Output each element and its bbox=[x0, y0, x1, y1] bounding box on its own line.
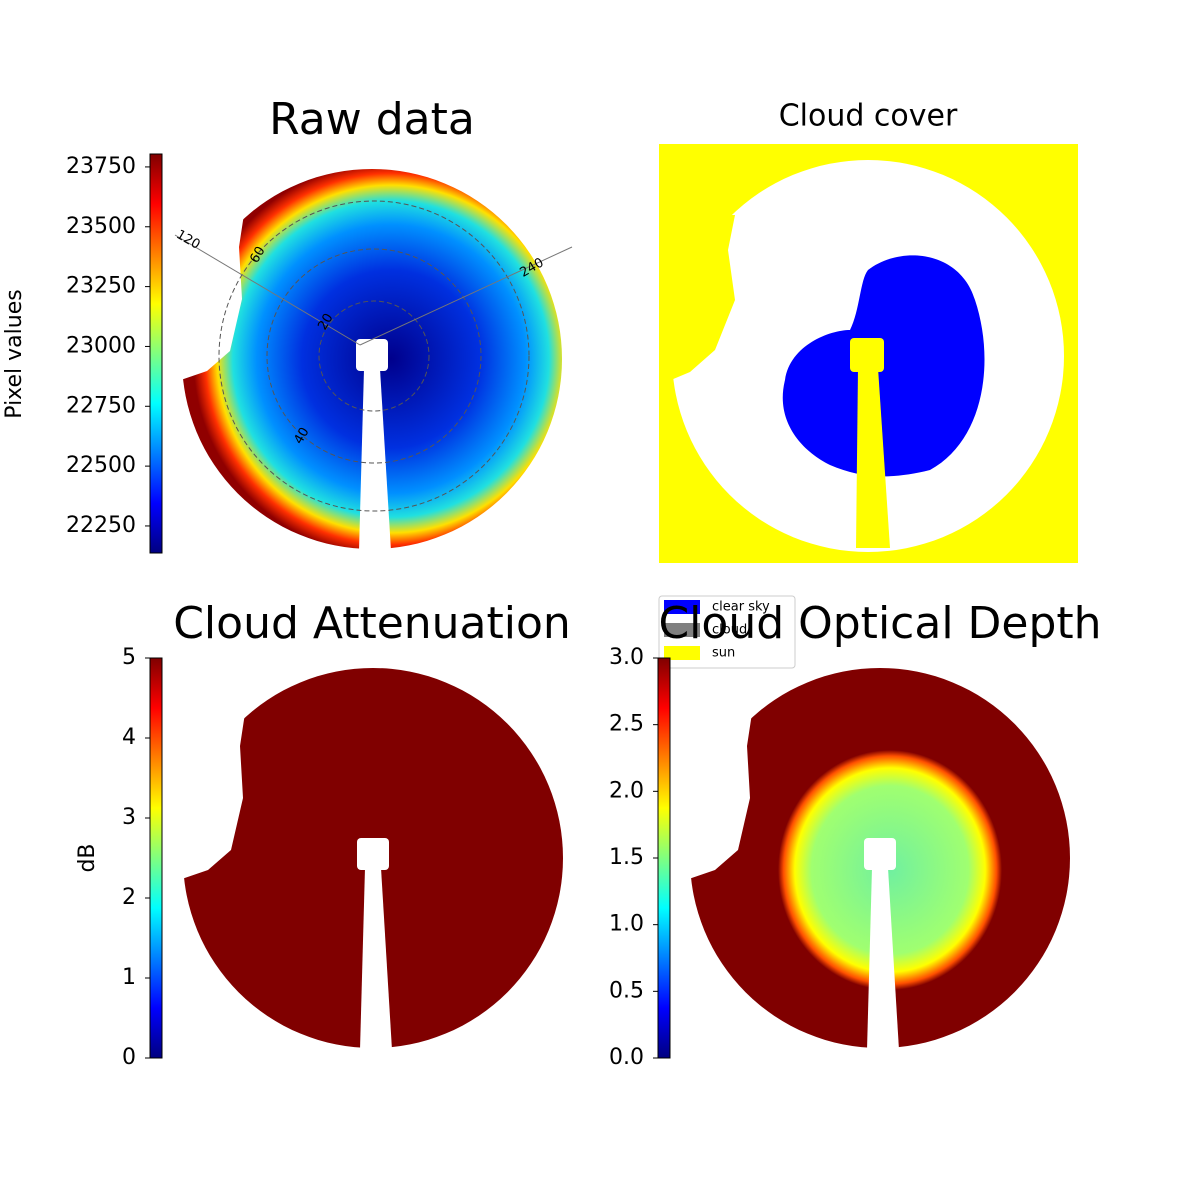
polar-spoke bbox=[359, 246, 573, 346]
polar-grid bbox=[218, 200, 530, 512]
colorbar-tick-label: 4 bbox=[122, 725, 136, 750]
polar-spoke bbox=[174, 234, 361, 346]
colorbar-tick-label: 0 bbox=[122, 1045, 136, 1070]
colorbar-tick-label: 1.5 bbox=[609, 845, 644, 870]
colorbar-tick-label: 0.0 bbox=[609, 1045, 644, 1070]
colorbar bbox=[149, 153, 163, 554]
mask bbox=[864, 838, 896, 870]
colorbar-tick-label: 2.0 bbox=[609, 778, 644, 803]
colorbar-tick-label: 2.5 bbox=[609, 712, 644, 737]
mask bbox=[360, 868, 392, 1050]
colorbar bbox=[149, 657, 163, 1059]
mask bbox=[359, 369, 391, 551]
mask bbox=[357, 838, 389, 870]
colorbar-tick-label: 3 bbox=[122, 805, 136, 830]
colorbar-label: Pixel values bbox=[2, 289, 27, 418]
sun-region bbox=[850, 338, 884, 372]
legend-label: cloud bbox=[712, 623, 747, 638]
colorbar-tick-label: 23250 bbox=[66, 274, 136, 299]
legend: clear sky cloud sun bbox=[658, 595, 796, 669]
polar-label: 40 bbox=[291, 425, 312, 447]
mask bbox=[173, 713, 245, 882]
colorbar-tick-label: 22500 bbox=[66, 453, 136, 478]
polar-label: 20 bbox=[315, 311, 336, 333]
legend-swatch bbox=[664, 623, 700, 637]
polar-ring bbox=[218, 200, 530, 512]
colorbar-tick-label: 5 bbox=[122, 645, 136, 670]
colorbar-tick-label: 23500 bbox=[66, 214, 136, 239]
colorbar-tick-label: 2 bbox=[122, 885, 136, 910]
colorbar-tick-label: 1.0 bbox=[609, 912, 644, 937]
mask bbox=[659, 215, 735, 385]
legend-label: sun bbox=[712, 646, 735, 661]
colorbar-label: dB bbox=[75, 843, 100, 872]
panel-title: Cloud Attenuation bbox=[173, 598, 571, 649]
colorbar-tick-label: 23000 bbox=[66, 333, 136, 358]
colorbar-tick-label: 3.0 bbox=[609, 645, 644, 670]
polar-label: 60 bbox=[247, 244, 268, 266]
mask bbox=[680, 713, 752, 882]
mask bbox=[867, 868, 899, 1050]
legend-label: clear sky bbox=[712, 600, 770, 615]
panel-title: Cloud Optical Depth bbox=[658, 598, 1101, 649]
legend-swatch bbox=[664, 600, 700, 614]
colorbar-tick-label: 22250 bbox=[66, 513, 136, 538]
sun-region bbox=[856, 368, 890, 548]
polar-ring bbox=[318, 300, 430, 412]
colorbar bbox=[657, 657, 671, 1059]
colorbar-tick-label: 23750 bbox=[66, 154, 136, 179]
colorbar-tick-label: 1 bbox=[122, 965, 136, 990]
colorbar-tick-label: 22750 bbox=[66, 393, 136, 418]
mask bbox=[356, 339, 388, 371]
polar-ring bbox=[266, 248, 482, 464]
panel-title: Cloud cover bbox=[779, 99, 958, 134]
colorbar-tick-label: 0.5 bbox=[609, 978, 644, 1003]
panel-title: Raw data bbox=[269, 94, 475, 145]
mask bbox=[172, 214, 244, 383]
legend-swatch bbox=[664, 646, 700, 660]
